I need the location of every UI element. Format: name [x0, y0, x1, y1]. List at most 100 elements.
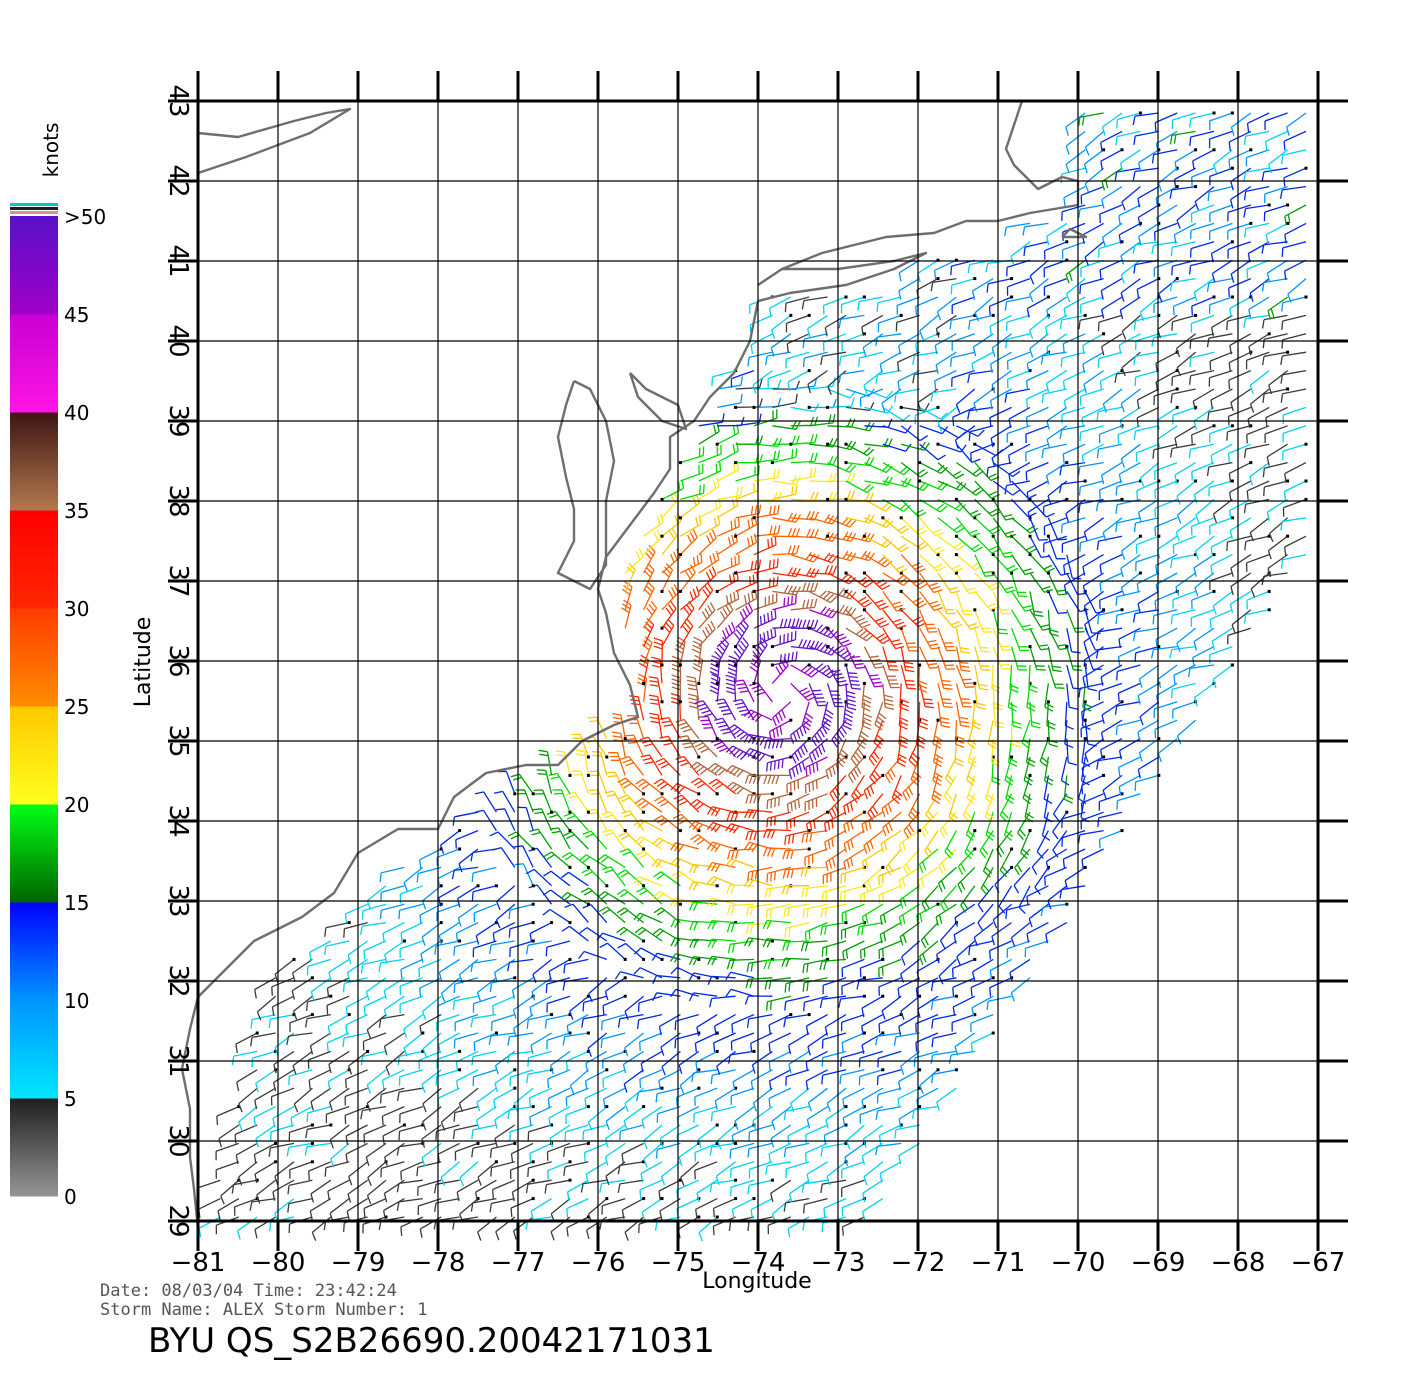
wind-barb [932, 738, 944, 768]
wind-barb [735, 602, 754, 629]
wind-barb [878, 977, 902, 996]
wind-barb [822, 296, 847, 315]
rain-flag [1010, 277, 1014, 281]
lat-tick-label: 33 [163, 884, 193, 917]
wind-barb [728, 1216, 755, 1231]
wind-barb [1100, 719, 1123, 742]
rain-flag [752, 1049, 756, 1053]
wind-barb [529, 1106, 552, 1126]
rain-flag [862, 681, 866, 685]
wind-barb [330, 1142, 350, 1168]
wind-barb [365, 977, 387, 1001]
rain-flag [881, 994, 885, 998]
rain-flag [991, 608, 995, 612]
wind-barb [641, 1198, 663, 1222]
wind-barb [670, 842, 699, 853]
wind-barb [253, 1106, 276, 1127]
wind-barb [974, 554, 995, 577]
wind-barb [582, 830, 608, 850]
wind-barb [768, 1032, 792, 1053]
wind-barb [517, 806, 534, 831]
wind-barb [1281, 314, 1307, 330]
wind-barb [565, 1105, 589, 1125]
wind-barb [782, 848, 810, 860]
wind-barb [1096, 756, 1123, 770]
wind-barb [366, 1087, 387, 1112]
wind-barb [1193, 554, 1215, 577]
rain-flag [1175, 166, 1179, 170]
wind-barb [366, 885, 387, 910]
wind-barb [917, 664, 928, 693]
wind-barb [233, 1197, 258, 1216]
wind-barb [867, 793, 884, 821]
wind-barb [977, 885, 994, 913]
wind-barb [1227, 222, 1251, 240]
wind-barb [1265, 130, 1288, 151]
wind-barb [836, 738, 849, 768]
wind-barb [841, 977, 865, 996]
rain-flag [826, 645, 830, 649]
wind-barb [1283, 535, 1307, 556]
wind-barb [531, 977, 552, 1001]
rain-flag [660, 700, 664, 704]
rain-flag [862, 1105, 866, 1109]
wind-barb [937, 683, 953, 709]
wind-barb [1081, 738, 1091, 767]
rain-flag [807, 847, 811, 851]
wind-barb [768, 296, 792, 318]
wind-barb [562, 1142, 589, 1157]
wind-barb [924, 830, 939, 859]
wind-barb [286, 1032, 313, 1046]
wind-barb [678, 1050, 700, 1074]
rain-flag [715, 442, 719, 446]
wind-barb [561, 871, 589, 887]
wind-barb [861, 1087, 884, 1110]
wind-barb [1043, 535, 1067, 553]
wind-barb [726, 921, 755, 933]
rain-flag [292, 957, 296, 961]
wind-barb [360, 958, 387, 974]
wind-barb [863, 370, 884, 395]
wind-barb [1230, 112, 1252, 136]
wind-barb [825, 848, 847, 871]
wind-barb [897, 1087, 920, 1108]
wind-barb [452, 1216, 479, 1230]
wind-barb [1011, 554, 1034, 576]
wind-barb [547, 1161, 571, 1180]
wind-barb [1096, 406, 1123, 421]
wind-barb [1043, 259, 1068, 278]
rain-flag [844, 461, 848, 465]
wind-barb [1101, 701, 1123, 724]
wind-barb [1267, 535, 1288, 560]
rain-flag [642, 810, 646, 814]
wind-barb [530, 1032, 552, 1055]
wind-barb [750, 1198, 773, 1219]
wind-barb [325, 1105, 350, 1124]
wind-barb [597, 854, 626, 868]
wind-barb [748, 1161, 773, 1179]
wind-barb [398, 1069, 423, 1086]
wind-barb [868, 738, 884, 766]
wind-barb [1212, 498, 1233, 523]
wind-barb [1262, 461, 1288, 478]
wind-barb [1158, 278, 1178, 303]
wind-barb [898, 1069, 920, 1091]
wind-barb [937, 535, 966, 551]
wind-barb [863, 664, 884, 688]
wind-barb [809, 531, 838, 543]
wind-barb [1066, 646, 1083, 671]
wind-barb [1115, 719, 1141, 736]
wind-barb [525, 868, 553, 887]
wind-barb [1117, 682, 1141, 703]
wind-barb [527, 1050, 552, 1067]
wind-barb [1043, 756, 1054, 786]
wind-barb [803, 995, 828, 1012]
wind-barb [272, 1069, 295, 1092]
wind-barb [670, 857, 700, 868]
wind-barb [827, 397, 855, 409]
wind-barb [951, 333, 976, 351]
rain-flag [550, 921, 554, 925]
wind-barb [802, 958, 828, 974]
wind-barb [805, 1014, 828, 1036]
rain-flag [347, 1068, 351, 1072]
